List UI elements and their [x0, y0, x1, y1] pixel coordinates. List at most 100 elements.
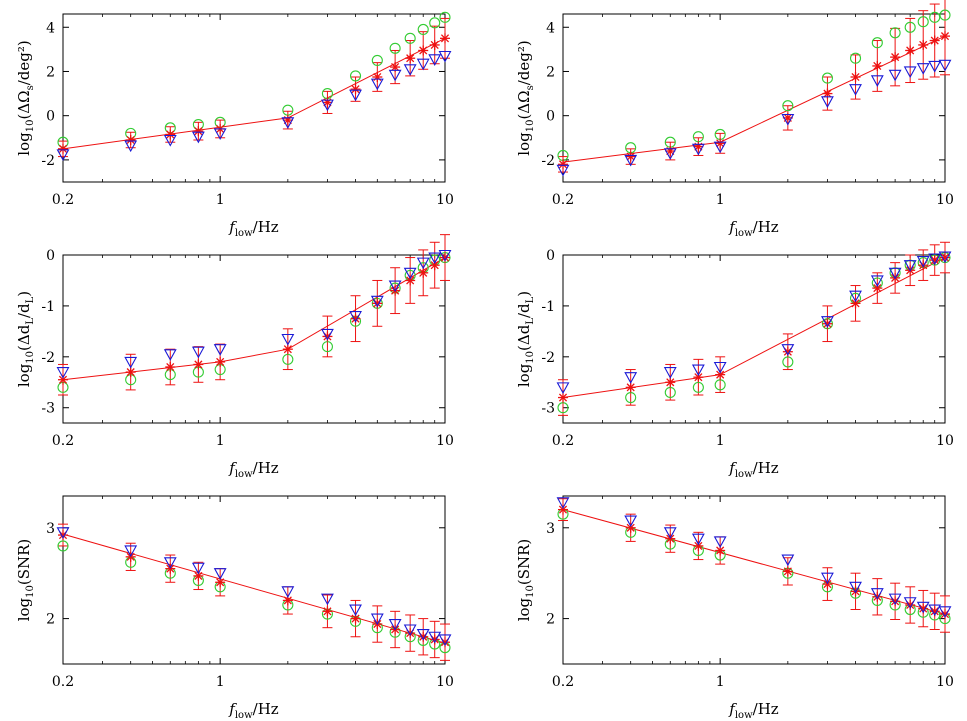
star-stroke — [391, 62, 400, 72]
red-star-point — [58, 143, 68, 154]
blue-triangle-point — [388, 618, 402, 631]
red-star-point — [558, 504, 568, 515]
red-star-point — [850, 72, 861, 82]
green-circle-point — [282, 353, 294, 365]
red-star-point — [782, 566, 793, 577]
red-star-point — [940, 252, 950, 263]
x-tick-label: 10 — [436, 433, 454, 449]
star-stroke — [194, 360, 203, 369]
red-star-point — [405, 53, 416, 64]
green-circle-point — [625, 391, 637, 404]
red-star-point — [558, 159, 568, 170]
y-axis-label: log10(ΔΩs/deg²) — [15, 40, 36, 155]
x-tick-label: 1 — [216, 674, 225, 690]
blue-triangle-point — [903, 260, 917, 272]
star-stroke — [930, 256, 939, 265]
green-circle-point — [889, 27, 901, 39]
blue-triangle-point — [416, 58, 430, 71]
star-stroke — [558, 505, 568, 514]
green-circle-point — [417, 23, 429, 36]
star-stroke — [216, 357, 225, 366]
blue-triangle-point — [403, 267, 417, 280]
red-star-point — [890, 52, 901, 63]
blue-triangle-point — [556, 164, 570, 177]
blue-triangle-point — [370, 78, 384, 91]
x-tick-label: 0.2 — [552, 674, 574, 690]
blue-triangle-point — [388, 280, 402, 293]
red-star-point — [165, 129, 176, 140]
blue-triangle-point — [888, 267, 902, 280]
red-star-point — [282, 115, 293, 126]
red-star-point — [322, 606, 333, 617]
red-star-point — [850, 298, 861, 309]
red-star-point — [58, 374, 68, 385]
x-axis-label: flow/Hz — [728, 700, 778, 721]
green-circle-point — [849, 52, 862, 64]
star-stroke — [940, 253, 950, 262]
y-axis-label: log10(ΔdL/dL) — [15, 291, 36, 387]
blue-triangle-point — [849, 84, 862, 96]
blue-triangle-point — [916, 63, 930, 75]
plot-frame — [62, 495, 446, 665]
blue-triangle-point — [713, 141, 727, 154]
star-stroke — [716, 139, 725, 148]
plot-frame — [62, 254, 446, 424]
blue-triangle-point — [124, 545, 138, 558]
star-stroke — [716, 546, 725, 555]
plot-frame — [562, 13, 946, 183]
blue-triangle-point — [821, 572, 834, 585]
green-circle-point — [57, 540, 69, 552]
blue-triangle-point — [349, 311, 362, 323]
blue-triangle-point — [938, 251, 952, 264]
blue-triangle-point — [416, 628, 430, 641]
red-star-point — [322, 97, 333, 108]
x-tick-label: 1 — [216, 192, 225, 208]
star-stroke — [283, 345, 292, 354]
red-star-point — [625, 522, 636, 533]
red-star-point — [558, 392, 568, 403]
green-circle-point — [349, 70, 362, 82]
star-stroke — [194, 127, 203, 136]
blue-triangle-point — [888, 69, 902, 82]
star-stroke — [166, 362, 175, 372]
blue-triangle-point — [624, 372, 638, 384]
x-tick-label: 10 — [936, 192, 954, 208]
blue-triangle-point — [663, 367, 677, 379]
red-star-point — [715, 369, 726, 380]
blue-triangle-point — [124, 140, 138, 153]
blue-triangle-point — [781, 554, 795, 567]
panel-4: 0.2 1 10 -3 -2 -1 0 flow/Hz log10(ΔdL/dL) — [515, 241, 954, 480]
green-circle-point — [371, 54, 383, 66]
plot-frame — [62, 13, 446, 183]
fit-line — [562, 509, 946, 615]
y-tick-label: -3 — [41, 401, 55, 417]
y-tick-label: 0 — [546, 248, 555, 264]
red-star-point — [440, 33, 450, 44]
green-circle-point — [429, 17, 441, 29]
blue-triangle-point — [321, 593, 334, 606]
red-star-point — [405, 275, 416, 286]
y-axis-label: log10(SNR) — [15, 539, 36, 622]
blue-triangle-point — [438, 50, 452, 63]
star-stroke — [430, 261, 439, 270]
red-star-point — [693, 141, 704, 152]
blue-triangle-point — [388, 69, 402, 82]
blue-triangle-point — [928, 604, 942, 617]
y-tick-label: -1 — [41, 299, 55, 315]
green-circle-point — [871, 37, 883, 49]
red-star-point — [372, 72, 383, 82]
red-star-point — [193, 359, 204, 370]
blue-triangle-point — [691, 143, 705, 156]
blue-triangle-point — [163, 349, 177, 361]
panel-5: 0.2 1 10 2 3 flow/Hz log10(SNR) — [15, 495, 454, 721]
fit-line — [62, 37, 446, 150]
blue-triangle-point — [928, 60, 942, 73]
red-star-point — [940, 31, 950, 42]
blue-triangle-point — [321, 99, 334, 112]
red-star-point — [350, 613, 361, 624]
y-tick-label: -1 — [541, 299, 555, 315]
y-tick-label: 4 — [46, 20, 55, 36]
blue-triangle-point — [428, 631, 442, 644]
panel-2: 0.2 1 10 -2 0 2 4 flow/Hz log10(ΔΩs/deg²) — [515, 0, 954, 239]
star-stroke — [419, 268, 428, 277]
